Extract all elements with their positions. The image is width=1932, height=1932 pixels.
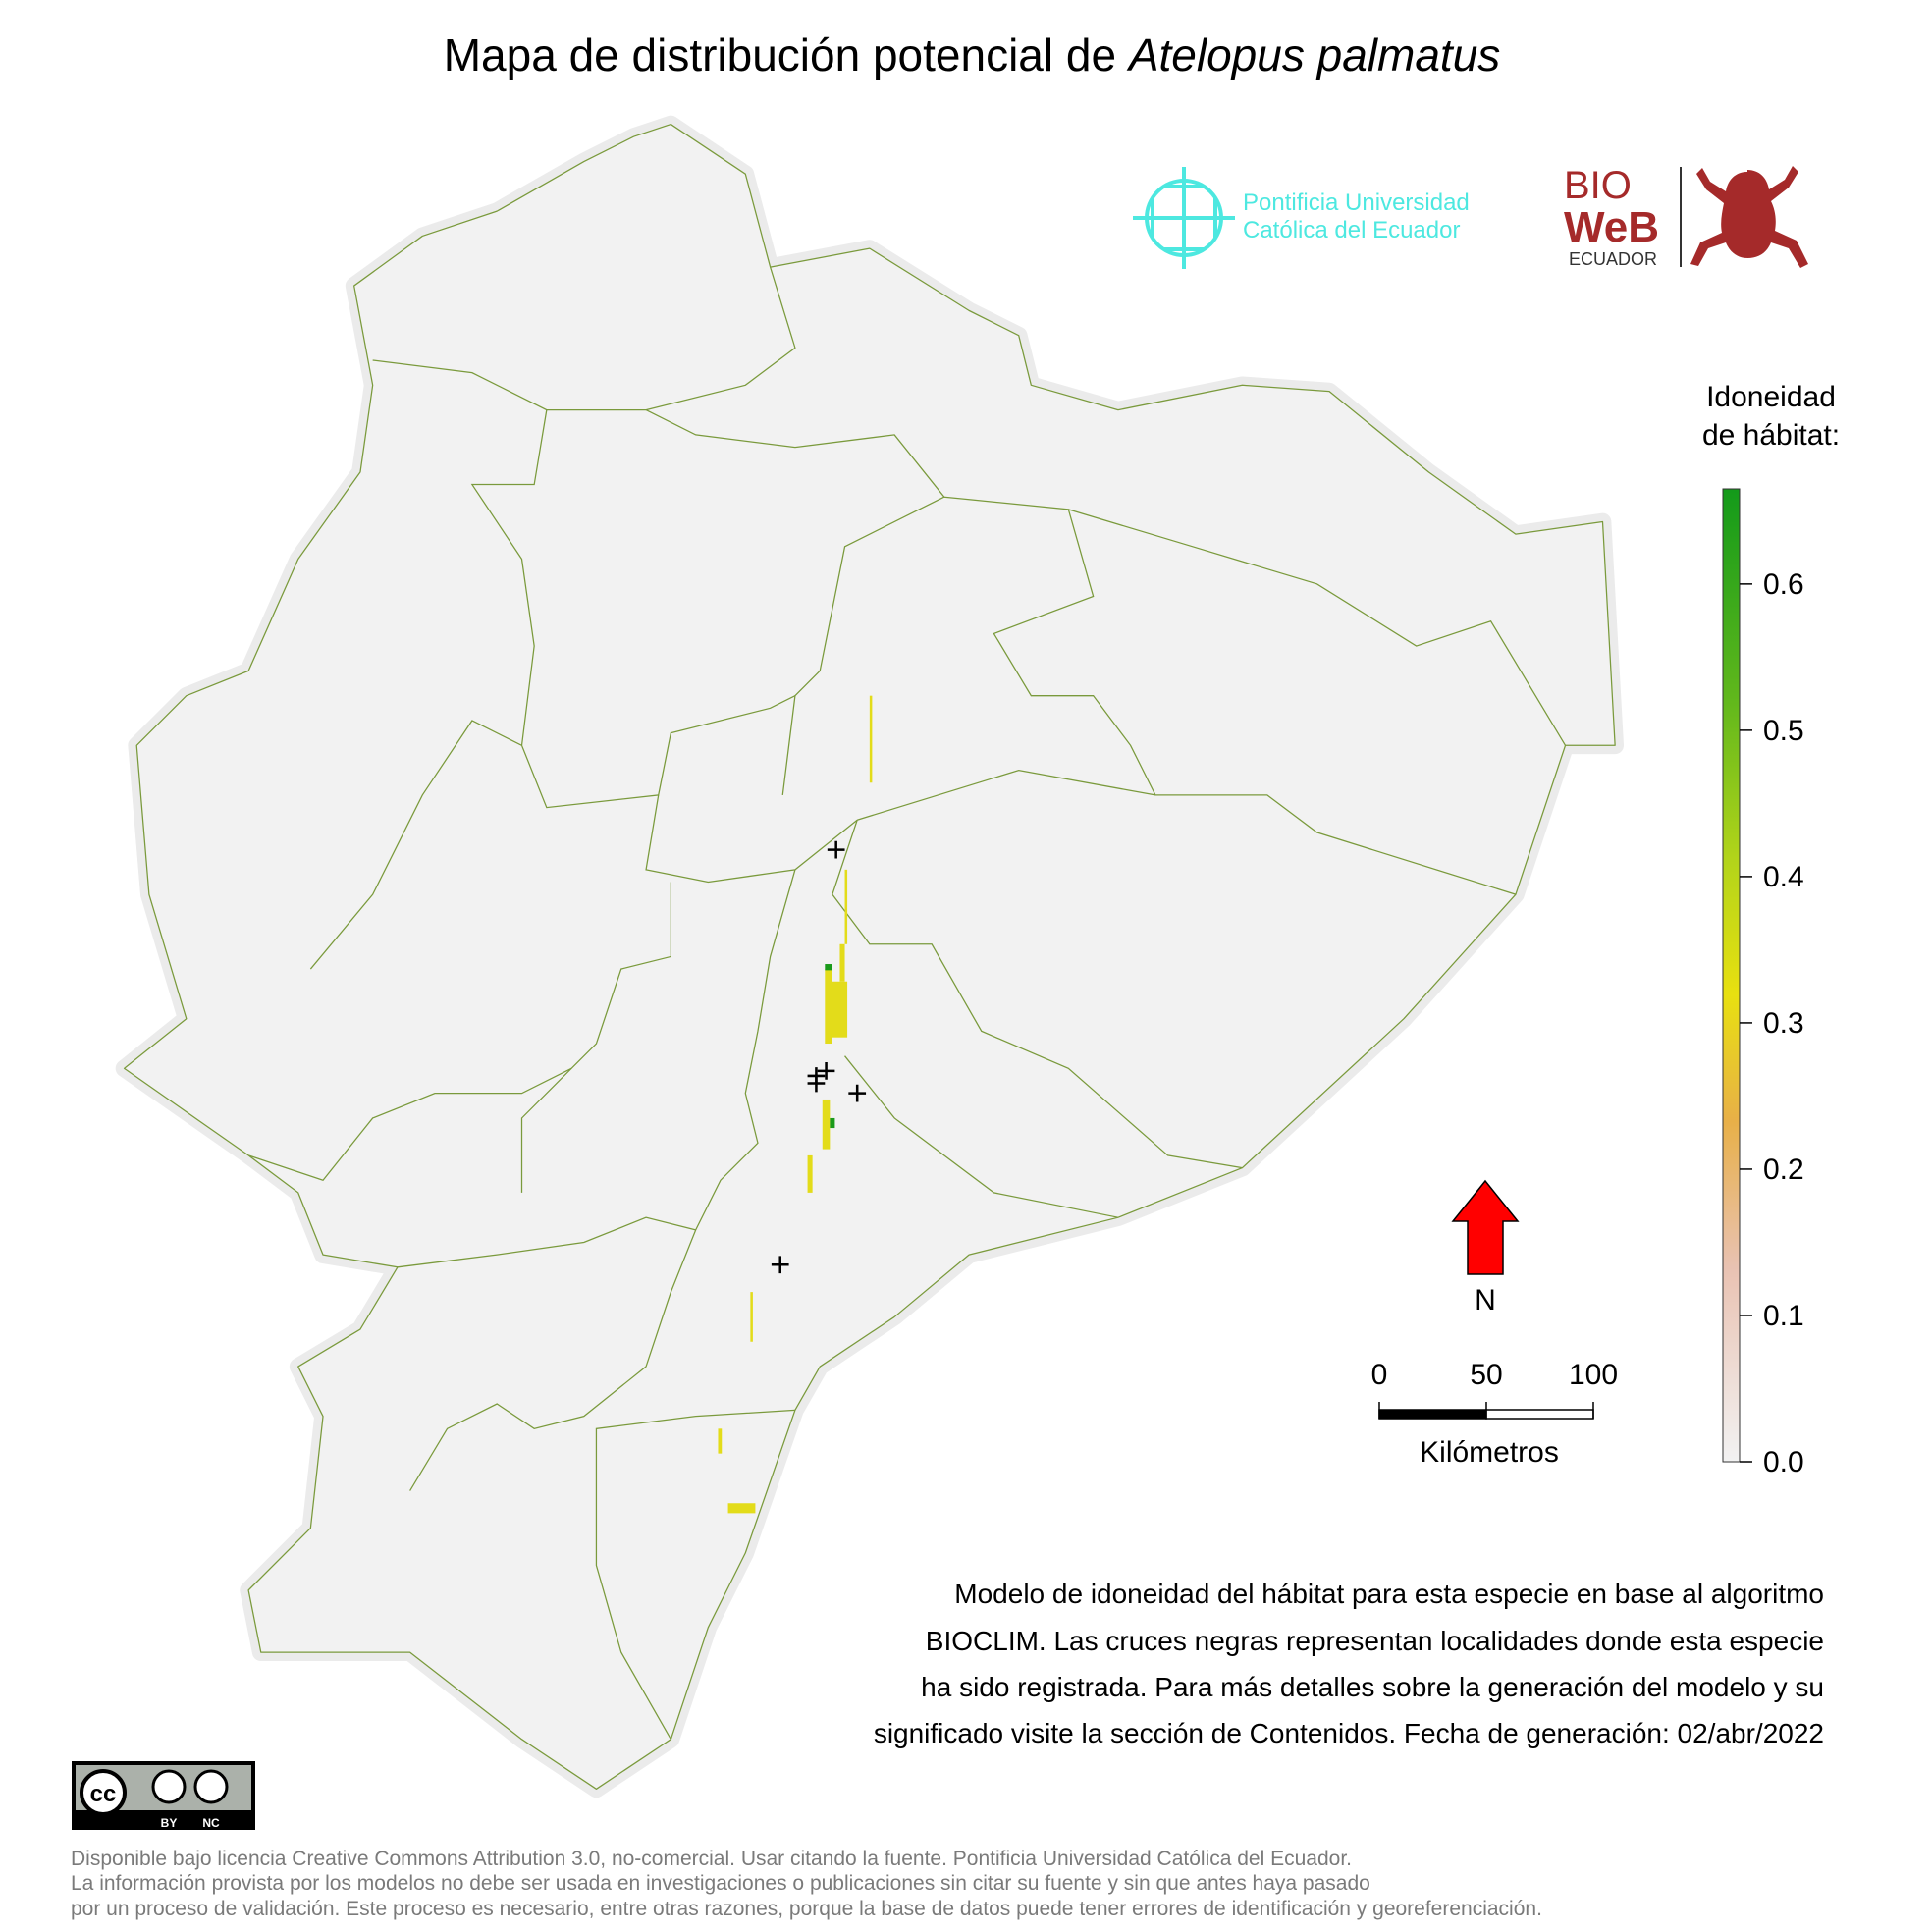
border xyxy=(645,409,945,795)
license-line: La información provista por los modelos … xyxy=(71,1872,1370,1895)
legend-title: Idoneidad xyxy=(1706,381,1836,413)
cell xyxy=(750,1292,753,1342)
colorbar-tick-label: 0.1 xyxy=(1763,1300,1804,1332)
border xyxy=(520,695,796,809)
colorbar-tick-label: 0.0 xyxy=(1763,1446,1804,1478)
badge-nc: NC xyxy=(202,1816,220,1830)
border xyxy=(645,794,858,884)
colorbar-tick-label: 0.2 xyxy=(1763,1154,1804,1186)
cell xyxy=(718,1428,723,1454)
scale-label: Kilómetros xyxy=(1420,1436,1559,1469)
border xyxy=(832,820,1243,1169)
locality-cross xyxy=(807,1074,826,1093)
description-line: ha sido registrada. Para más detalles so… xyxy=(921,1672,1824,1702)
bioweb-sub: ECUADOR xyxy=(1569,249,1657,269)
border xyxy=(1068,509,1567,746)
border xyxy=(520,882,672,1193)
badge-by: BY xyxy=(161,1816,178,1830)
locality-cross xyxy=(771,1256,789,1274)
border xyxy=(844,1055,1119,1218)
description-line: Modelo de idoneidad del hábitat para est… xyxy=(954,1579,1824,1609)
locality-cross xyxy=(848,1084,867,1102)
license-line: Disponible bajo licencia Creative Common… xyxy=(71,1848,1352,1870)
title-species: Atelopus palmatus xyxy=(1126,29,1500,80)
cc-circle xyxy=(80,1769,127,1816)
scale-segment xyxy=(1378,1409,1487,1420)
bioweb-title: WeB xyxy=(1564,203,1659,251)
locality-cross xyxy=(827,840,845,859)
border xyxy=(409,869,796,1491)
bioweb-title: BIO xyxy=(1564,164,1632,207)
license: Disponible bajo licencia Creative Common… xyxy=(71,1848,1542,1920)
cell xyxy=(825,969,832,1045)
cell xyxy=(807,1154,813,1193)
border xyxy=(397,1216,696,1268)
cell xyxy=(844,869,848,944)
legend-title: de hábitat: xyxy=(1702,419,1840,452)
license-line: por un proceso de validación. Este proce… xyxy=(71,1898,1542,1920)
cc-mark: cc xyxy=(90,1781,117,1807)
cell xyxy=(822,1099,831,1150)
localities xyxy=(771,840,867,1274)
description-line: BIOCLIM. Las cruces negras representan l… xyxy=(926,1626,1824,1656)
cell xyxy=(832,981,848,1038)
border xyxy=(857,769,1156,821)
scale-tick-label: 100 xyxy=(1569,1359,1618,1391)
scale-segment xyxy=(1485,1409,1594,1420)
puce-name: Católica del Ecuador xyxy=(1243,217,1460,243)
scale-tick-label: 50 xyxy=(1470,1359,1502,1391)
north-arrow xyxy=(1451,1179,1520,1275)
cc-badge: cc BY NC xyxy=(72,1761,255,1830)
border xyxy=(247,1067,572,1181)
country xyxy=(123,123,1616,1790)
cell xyxy=(830,1117,835,1129)
map xyxy=(115,115,1625,1798)
border xyxy=(309,720,522,970)
by-circle xyxy=(151,1769,187,1804)
nc-circle xyxy=(193,1769,229,1804)
north-label: N xyxy=(1475,1284,1496,1316)
cell xyxy=(727,1503,756,1514)
puce-name: Pontificia Universidad xyxy=(1243,189,1470,216)
cell xyxy=(869,695,873,783)
colorbar xyxy=(1722,488,1741,1463)
description: Modelo de idoneidad del hábitat para est… xyxy=(874,1579,1824,1748)
locality-cross xyxy=(817,1062,835,1080)
colorbar-tick-label: 0.5 xyxy=(1763,715,1804,747)
cell xyxy=(825,964,832,971)
habitat-cells xyxy=(718,695,873,1514)
border xyxy=(470,409,548,746)
border xyxy=(943,496,1517,895)
cell xyxy=(839,943,845,982)
colorbar-tick-label: 0.6 xyxy=(1763,568,1804,601)
scale-tick-label: 0 xyxy=(1371,1359,1388,1391)
description-line: significado visite la sección de Conteni… xyxy=(874,1718,1824,1748)
title: Mapa de distribución potencial de Atelop… xyxy=(444,29,1501,80)
puce-logo xyxy=(1133,167,1235,269)
logo-cross xyxy=(1133,167,1235,269)
province-borders xyxy=(247,266,1567,1741)
colorbar-tick-label: 0.4 xyxy=(1763,861,1804,893)
border xyxy=(595,1409,795,1741)
colorbar-tick-label: 0.3 xyxy=(1763,1007,1804,1040)
title-prefix: Mapa de distribución potencial de xyxy=(444,29,1129,80)
frog-icon xyxy=(1690,166,1808,268)
